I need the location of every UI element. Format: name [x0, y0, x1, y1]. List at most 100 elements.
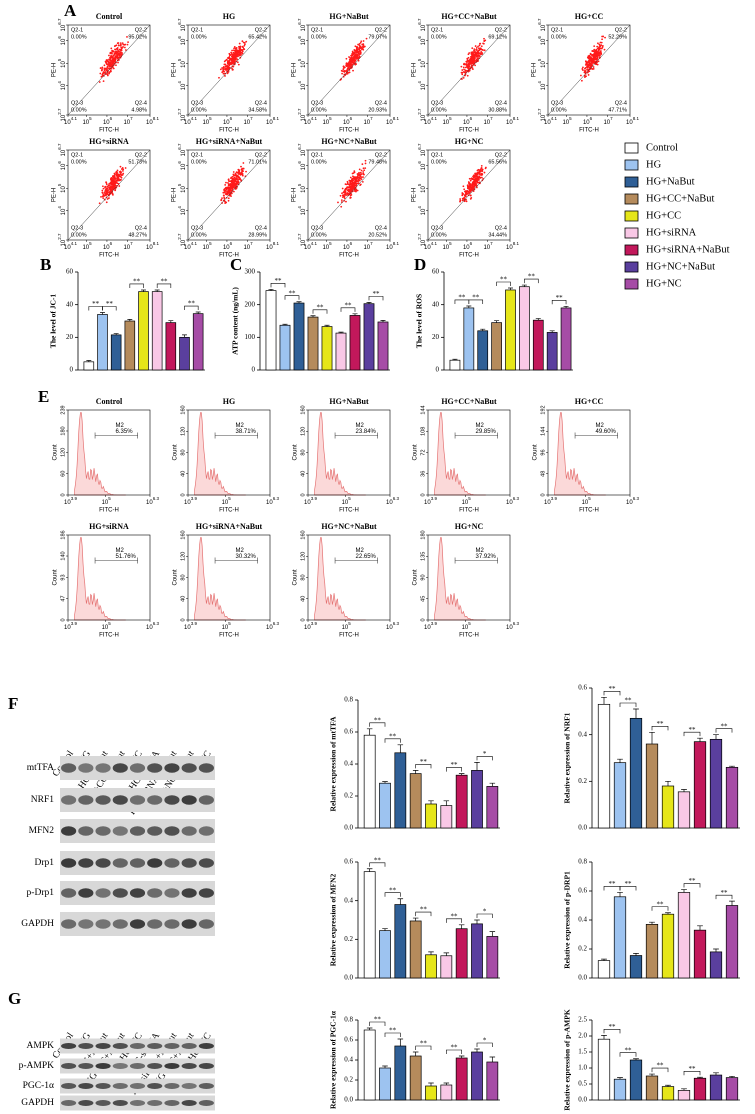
event-dot — [112, 66, 114, 68]
tick-base: 10 — [463, 120, 470, 126]
event-dot — [344, 190, 347, 193]
event-dot — [470, 64, 473, 67]
event-dot — [484, 39, 487, 42]
error-bar — [127, 319, 133, 321]
tick-exponent: 7 — [370, 241, 373, 246]
event-dot — [114, 180, 117, 182]
tick-label: 105 — [417, 58, 426, 68]
event-dot — [478, 172, 480, 175]
event-dot — [234, 55, 237, 58]
quadrant-value: 0.00% — [191, 232, 207, 238]
event-dot — [587, 63, 590, 66]
event-dot — [242, 162, 245, 164]
tick-exponent: 6 — [297, 36, 302, 39]
event-dot — [226, 64, 229, 67]
error-bar — [397, 744, 404, 753]
quadrant-name: Q2-3 — [191, 225, 203, 231]
event-dot — [350, 54, 353, 57]
event-dot — [102, 197, 105, 199]
tick-label: 103.9 — [424, 621, 437, 630]
quadrant-name: Q2-3 — [311, 100, 323, 106]
event-dot — [462, 76, 465, 79]
event-dot — [112, 63, 115, 66]
row-label: Drp1 — [34, 858, 54, 868]
event-dot — [224, 75, 226, 77]
blot-band — [78, 795, 94, 805]
y-axis-label: PE-H — [292, 63, 298, 77]
event-dot — [347, 67, 350, 69]
tick-label: 106.7 — [417, 18, 426, 31]
x-axis-label: FITC-H — [339, 633, 359, 639]
error-bar — [665, 1084, 671, 1087]
x-axis-label: FITC-H — [99, 633, 119, 639]
significance-label: ** — [451, 912, 459, 920]
tick-base: 10 — [301, 61, 307, 68]
tick-exponent: 5 — [297, 58, 302, 61]
gate-percent: 49.60% — [596, 429, 617, 435]
plot-title: HG+NC+NaBut — [321, 522, 377, 531]
event-dot — [591, 63, 593, 65]
event-dot — [219, 68, 222, 71]
tick-base: 10 — [304, 625, 311, 631]
event-dot — [114, 176, 116, 179]
tick-label: 104 — [417, 206, 426, 216]
event-dot — [597, 60, 600, 63]
tick-exponent: 3.9 — [71, 496, 78, 501]
significance-bracket — [603, 1029, 621, 1034]
event-dot — [588, 54, 591, 57]
tick-exponent: 6.7 — [537, 18, 542, 25]
event-dot — [599, 54, 601, 57]
y-tick-label: 0 — [420, 493, 426, 496]
event-dot — [121, 52, 123, 54]
tick-exponent: 6.7 — [417, 18, 422, 25]
y-tick-label: 140 — [60, 551, 66, 560]
tick-base: 10 — [386, 245, 393, 251]
blot-band — [147, 1063, 163, 1069]
event-dot — [351, 58, 354, 61]
event-dot — [470, 196, 473, 199]
quadrant-name: Q2-4 — [375, 225, 387, 231]
event-dot — [601, 38, 604, 41]
quadrant-value: 0.00% — [311, 107, 327, 113]
x-axis-label: FITC-H — [579, 128, 599, 134]
event-dot — [463, 188, 466, 191]
event-dot — [225, 181, 227, 184]
y-tick-label: 1.0 — [578, 1064, 587, 1072]
legend-label: HG+NC+NaBut — [646, 261, 715, 272]
significance-label: ** — [689, 726, 697, 734]
event-dot — [240, 165, 242, 168]
event-dot — [239, 51, 242, 54]
significance-label: ** — [689, 1065, 697, 1073]
blot-band — [95, 763, 111, 773]
event-dot — [230, 187, 233, 190]
event-dot — [353, 170, 356, 172]
error-bar — [601, 1035, 607, 1040]
legend-label: HG+siRNA+NaBut — [646, 244, 730, 255]
event-dot — [593, 48, 596, 51]
quadrant-name: Q2-4 — [255, 100, 267, 106]
error-bar — [535, 318, 541, 321]
significance-bracket — [715, 894, 733, 900]
bar — [449, 359, 461, 371]
event-dot — [357, 176, 360, 179]
tick-base: 10 — [424, 500, 431, 506]
significance-label: ** — [556, 294, 564, 302]
error-bar — [474, 762, 480, 771]
tick-label: 106 — [343, 241, 353, 250]
plot-frame — [427, 24, 511, 116]
tick-exponent: 5 — [228, 496, 231, 501]
tick-label: 106 — [57, 36, 66, 46]
plot-title: Control — [96, 12, 123, 21]
significance-label: ** — [625, 880, 633, 888]
error-bar — [617, 892, 623, 897]
event-dot — [476, 175, 478, 178]
event-dot — [465, 60, 468, 63]
event-dot — [340, 78, 343, 80]
tick-label: 106 — [417, 36, 426, 46]
event-dot — [106, 185, 109, 188]
error-bar — [113, 333, 119, 335]
tick-exponent: 6.3 — [393, 496, 400, 501]
tick-exponent: 6.7 — [177, 143, 182, 150]
plot-title: HG+siRNA+NaBut — [196, 522, 263, 531]
event-dot — [584, 71, 587, 74]
